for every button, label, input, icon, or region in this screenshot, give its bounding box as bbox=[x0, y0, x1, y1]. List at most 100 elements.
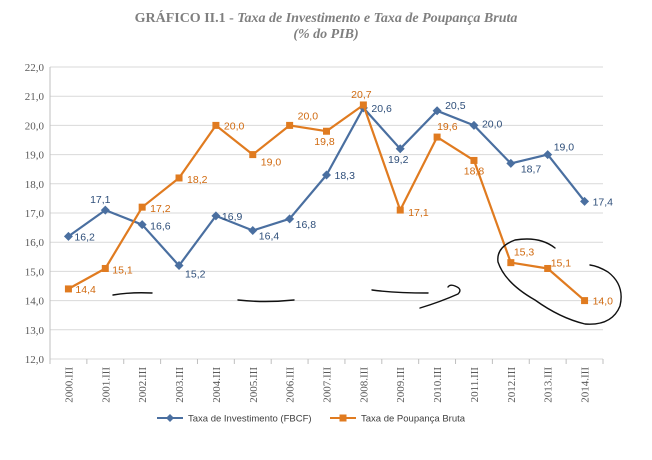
x-tick-label: 2011.III bbox=[469, 367, 481, 403]
legend: Taxa de Investimento (FBCF) Taxa de Poupa… bbox=[157, 414, 466, 425]
title-prefix: GRÁFICO II.1 - bbox=[134, 11, 238, 26]
data-label: 16,2 bbox=[74, 231, 95, 243]
data-label: 15,1 bbox=[112, 264, 133, 276]
data-label: 17,1 bbox=[90, 194, 111, 206]
x-tick-label: 2002.III bbox=[137, 367, 149, 403]
x-tick-label: 2013.III bbox=[543, 367, 555, 403]
data-point bbox=[432, 106, 442, 116]
data-point bbox=[174, 261, 184, 271]
data-label: 18,8 bbox=[464, 165, 485, 177]
legend-label-poupanca: Taxa de Poupança Bruta bbox=[361, 414, 466, 425]
data-label: 19,0 bbox=[554, 142, 575, 154]
data-label: 20,0 bbox=[298, 110, 319, 122]
y-tick-label: 13,0 bbox=[25, 325, 45, 337]
handdrawn-arrow bbox=[419, 284, 461, 309]
data-point bbox=[286, 121, 294, 129]
y-tick-label: 15,0 bbox=[25, 266, 45, 278]
data-label: 15,3 bbox=[514, 247, 535, 259]
x-tick-label: 2000.III bbox=[63, 367, 75, 403]
x-tick-label: 2003.III bbox=[174, 367, 186, 403]
data-point bbox=[433, 133, 441, 141]
data-point bbox=[544, 264, 552, 272]
data-label: 15,2 bbox=[185, 269, 206, 281]
handdrawn-stroke bbox=[112, 292, 153, 296]
data-label: 17,4 bbox=[593, 196, 614, 208]
x-tick-label: 2012.III bbox=[506, 367, 518, 403]
data-point bbox=[137, 220, 147, 230]
data-label: 17,2 bbox=[150, 203, 171, 215]
data-label: 20,0 bbox=[482, 118, 503, 130]
x-tick-label: 2005.III bbox=[248, 367, 260, 403]
data-label: 15,1 bbox=[551, 257, 572, 269]
y-tick-label: 14,0 bbox=[25, 296, 45, 308]
data-label: 18,7 bbox=[521, 163, 542, 175]
y-tick-label: 22,0 bbox=[25, 62, 45, 74]
data-point bbox=[396, 206, 404, 214]
data-point bbox=[138, 203, 146, 211]
data-label: 20,7 bbox=[351, 89, 372, 101]
y-tick-label: 18,0 bbox=[25, 179, 45, 191]
gridlines bbox=[49, 66, 604, 364]
data-point bbox=[469, 120, 479, 130]
data-label: 20,5 bbox=[445, 100, 466, 112]
data-point bbox=[581, 297, 589, 305]
legend-label-investimento: Taxa de Investimento (FBCF) bbox=[188, 414, 312, 425]
data-label: 14,4 bbox=[75, 284, 96, 296]
data-label: 16,9 bbox=[222, 211, 243, 223]
legend-marker-poupanca bbox=[339, 414, 347, 422]
x-tick-label: 2004.III bbox=[211, 367, 223, 403]
data-label: 17,1 bbox=[408, 207, 429, 219]
legend-marker-investimento bbox=[166, 414, 174, 422]
data-point bbox=[212, 121, 220, 129]
handdrawn-circle bbox=[497, 238, 622, 325]
data-point bbox=[100, 205, 110, 215]
y-tick-label: 19,0 bbox=[25, 150, 45, 162]
data-point bbox=[249, 151, 257, 159]
x-tick-label: 2007.III bbox=[322, 367, 334, 403]
data-point bbox=[507, 259, 515, 267]
x-tick-label: 2001.III bbox=[100, 367, 112, 403]
data-label: 16,4 bbox=[259, 231, 280, 243]
series-lines bbox=[63, 101, 590, 305]
data-point bbox=[322, 170, 331, 180]
data-point bbox=[359, 101, 367, 109]
data-label: 19,6 bbox=[437, 121, 458, 133]
x-tick-label: 2010.III bbox=[432, 367, 444, 403]
data-label: 20,6 bbox=[371, 103, 392, 115]
data-label: 16,6 bbox=[150, 221, 171, 233]
y-axis-ticks: 12,0 13,0 14,0 15,0 16,0 17,0 18,0 19,0 20,0 21,0… bbox=[25, 62, 45, 366]
data-label: 16,8 bbox=[296, 219, 317, 231]
y-tick-label: 21,0 bbox=[25, 91, 45, 103]
data-label: 20,0 bbox=[224, 120, 245, 132]
data-point bbox=[248, 226, 258, 236]
x-tick-label: 2014.III bbox=[580, 367, 592, 403]
hand-drawn-marks bbox=[112, 238, 622, 325]
data-label: 18,3 bbox=[335, 170, 356, 182]
data-label: 19,2 bbox=[388, 154, 409, 166]
data-point bbox=[470, 156, 478, 164]
data-point bbox=[543, 150, 553, 160]
data-label: 14,0 bbox=[593, 296, 614, 308]
data-point bbox=[506, 158, 516, 168]
x-tick-label: 2009.III bbox=[395, 367, 407, 403]
handdrawn-stroke bbox=[371, 289, 429, 294]
data-point bbox=[285, 214, 295, 224]
data-labels: 16,2 17,1 16,6 15,2 16,9 16,4 16,8 18,3 20,6 19,2… bbox=[74, 89, 613, 308]
data-label: 18,2 bbox=[187, 174, 208, 186]
y-tick-label: 20,0 bbox=[25, 120, 45, 132]
data-label: 19,0 bbox=[261, 157, 282, 169]
y-tick-label: 12,0 bbox=[25, 354, 45, 366]
data-point bbox=[323, 127, 330, 135]
x-tick-label: 2006.III bbox=[285, 367, 297, 403]
data-point bbox=[211, 211, 221, 221]
data-point bbox=[175, 174, 183, 182]
data-label: 19,8 bbox=[314, 136, 335, 148]
title-main: Taxa de Investimento e Taxa de Poupança … bbox=[237, 11, 518, 26]
x-axis-ticks: 2000.III 2001.III 2002.III 2003.III 2004.III… bbox=[63, 367, 591, 403]
data-point bbox=[64, 285, 72, 293]
data-point bbox=[63, 231, 73, 241]
data-point bbox=[580, 196, 590, 206]
x-tick-label: 2008.III bbox=[358, 367, 370, 403]
data-point bbox=[395, 144, 405, 154]
